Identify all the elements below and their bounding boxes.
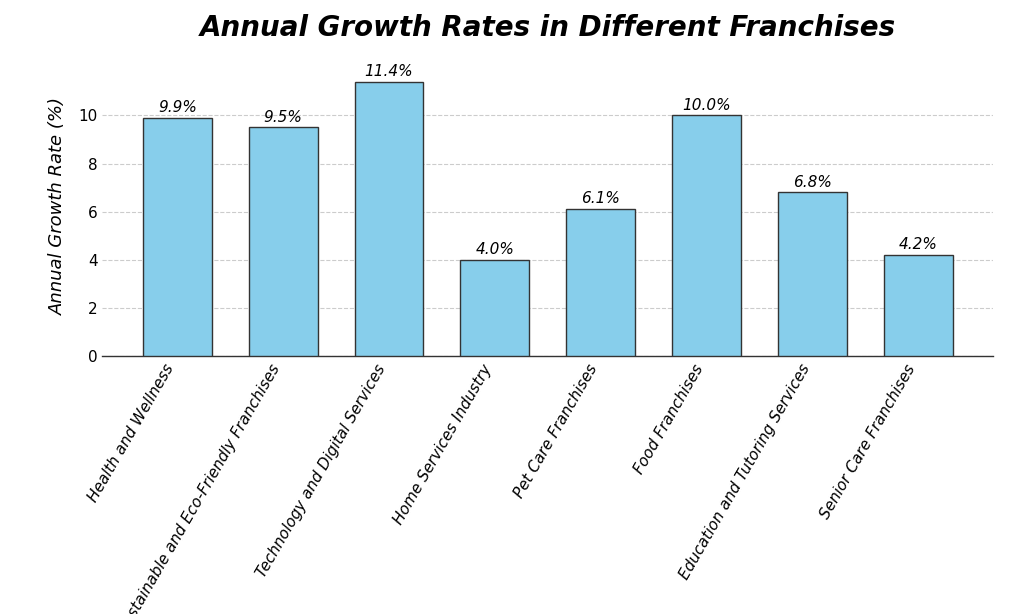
Title: Annual Growth Rates in Different Franchises: Annual Growth Rates in Different Franchi… (200, 14, 896, 42)
Text: 6.8%: 6.8% (793, 174, 831, 190)
Text: 11.4%: 11.4% (365, 64, 414, 79)
Y-axis label: Annual Growth Rate (%): Annual Growth Rate (%) (49, 96, 68, 315)
Text: 9.5%: 9.5% (264, 109, 303, 125)
Text: 6.1%: 6.1% (582, 192, 621, 206)
Bar (672, 115, 741, 356)
Bar (249, 128, 317, 356)
Bar (884, 255, 952, 356)
Bar (566, 209, 635, 356)
Bar (354, 82, 424, 356)
Text: 4.2%: 4.2% (899, 237, 938, 252)
Bar (461, 260, 529, 356)
Text: 9.9%: 9.9% (158, 100, 197, 115)
Bar (778, 192, 847, 356)
Text: 4.0%: 4.0% (475, 242, 514, 257)
Text: 10.0%: 10.0% (682, 98, 731, 112)
Bar (143, 118, 212, 356)
